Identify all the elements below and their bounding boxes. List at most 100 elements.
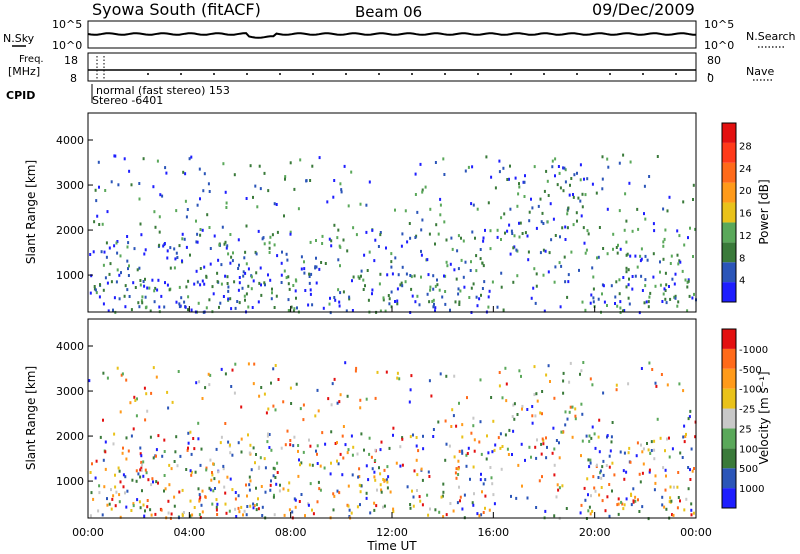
colorbar-tick-label: 16	[739, 209, 752, 220]
range-gate-cell	[139, 506, 142, 510]
range-gate-cell	[586, 177, 589, 181]
y-tick-label: 4000	[56, 340, 84, 353]
range-gate-cell	[153, 210, 156, 214]
range-gate-cell	[424, 185, 427, 189]
colorbar-segment	[722, 202, 736, 223]
range-gate-cell	[352, 445, 355, 449]
range-gate-cell	[600, 476, 603, 480]
range-gate-cell	[579, 178, 582, 182]
range-gate-cell	[336, 459, 338, 463]
range-gate-cell	[589, 458, 592, 462]
range-gate-cell	[166, 390, 169, 394]
colorbar-segment	[722, 123, 736, 143]
range-gate-cell	[252, 506, 255, 510]
range-gate-cell	[129, 401, 132, 405]
range-gate-cell	[546, 445, 548, 449]
range-gate-cell	[601, 465, 604, 469]
range-gate-cell	[421, 188, 424, 192]
range-gate-cell	[150, 483, 153, 487]
range-gate-cell	[343, 164, 346, 168]
range-gate-cell	[472, 282, 475, 286]
range-gate-cell	[504, 433, 507, 437]
range-gate-cell	[330, 461, 332, 465]
range-gate-cell	[151, 278, 154, 282]
range-gate-cell	[587, 232, 590, 236]
range-gate-cell	[534, 414, 537, 418]
range-gate-cell	[221, 225, 224, 229]
range-gate-cell	[499, 446, 502, 450]
range-gate-cell	[255, 486, 257, 490]
range-gate-cell	[472, 465, 475, 469]
range-gate-cell	[602, 473, 605, 477]
range-gate-cell	[374, 238, 377, 242]
velocity-data-cells	[88, 361, 697, 521]
range-gate-cell	[169, 246, 172, 250]
range-gate-cell	[653, 439, 656, 443]
range-gate-cell	[491, 482, 494, 486]
range-gate-cell	[641, 289, 644, 292]
range-gate-cell	[686, 280, 689, 284]
range-gate-cell	[513, 402, 516, 406]
colorbar-tick-label: 8	[739, 253, 745, 264]
range-gate-cell	[452, 414, 455, 418]
range-gate-cell	[630, 492, 632, 496]
range-gate-cell	[590, 436, 593, 440]
range-gate-cell	[591, 509, 594, 513]
colorbar-segment	[722, 262, 736, 283]
range-gate-cell	[558, 441, 560, 445]
velocity-colorbar-label: Velocity [m s⁻¹]	[757, 371, 771, 464]
range-gate-cell	[544, 509, 547, 513]
range-gate-cell	[662, 240, 665, 244]
range-gate-cell	[315, 281, 318, 285]
range-gate-cell	[321, 234, 324, 238]
range-gate-cell	[319, 488, 322, 492]
nave-dot	[147, 73, 149, 75]
range-gate-cell	[410, 275, 413, 279]
range-gate-cell	[441, 295, 444, 299]
range-gate-cell	[502, 308, 505, 312]
range-gate-cell	[394, 208, 396, 212]
range-gate-cell	[606, 252, 609, 256]
range-gate-cell	[138, 500, 141, 504]
range-gate-cell	[208, 383, 211, 387]
range-gate-cell	[509, 207, 512, 211]
range-gate-cell	[502, 166, 505, 170]
range-gate-cell	[580, 369, 583, 373]
range-gate-cell	[490, 476, 493, 480]
range-gate-cell	[392, 510, 395, 514]
range-gate-cell	[104, 189, 107, 192]
range-gate-cell	[597, 297, 600, 301]
range-gate-cell	[190, 308, 193, 312]
range-gate-cell	[383, 504, 386, 508]
range-gate-cell	[128, 295, 131, 298]
range-gate-cell	[490, 396, 493, 399]
range-gate-cell	[390, 265, 393, 269]
range-gate-cell	[238, 301, 241, 305]
range-gate-cell	[589, 301, 592, 305]
range-gate-cell	[656, 155, 659, 158]
range-gate-cell	[504, 231, 506, 235]
range-gate-cell	[146, 409, 149, 413]
range-gate-cell	[460, 258, 463, 262]
range-gate-cell	[336, 401, 339, 405]
range-gate-cell	[156, 288, 159, 292]
range-gate-cell	[540, 220, 543, 224]
range-gate-cell	[560, 430, 563, 434]
range-gate-cell	[275, 294, 278, 298]
range-gate-cell	[677, 471, 680, 474]
range-gate-cell	[382, 505, 384, 509]
range-gate-cell	[230, 307, 233, 311]
range-gate-cell	[647, 300, 650, 304]
range-gate-cell	[190, 473, 193, 477]
range-gate-cell	[327, 397, 330, 401]
range-gate-cell	[365, 397, 368, 401]
range-gate-cell	[470, 260, 472, 264]
range-gate-cell	[114, 485, 117, 489]
range-gate-cell	[234, 491, 237, 494]
freq-right-label: Nave	[746, 65, 774, 78]
range-gate-cell	[176, 256, 179, 259]
range-gate-cell	[551, 451, 554, 455]
range-gate-cell	[116, 366, 119, 370]
range-gate-cell	[457, 473, 460, 476]
range-gate-cell	[94, 476, 97, 480]
